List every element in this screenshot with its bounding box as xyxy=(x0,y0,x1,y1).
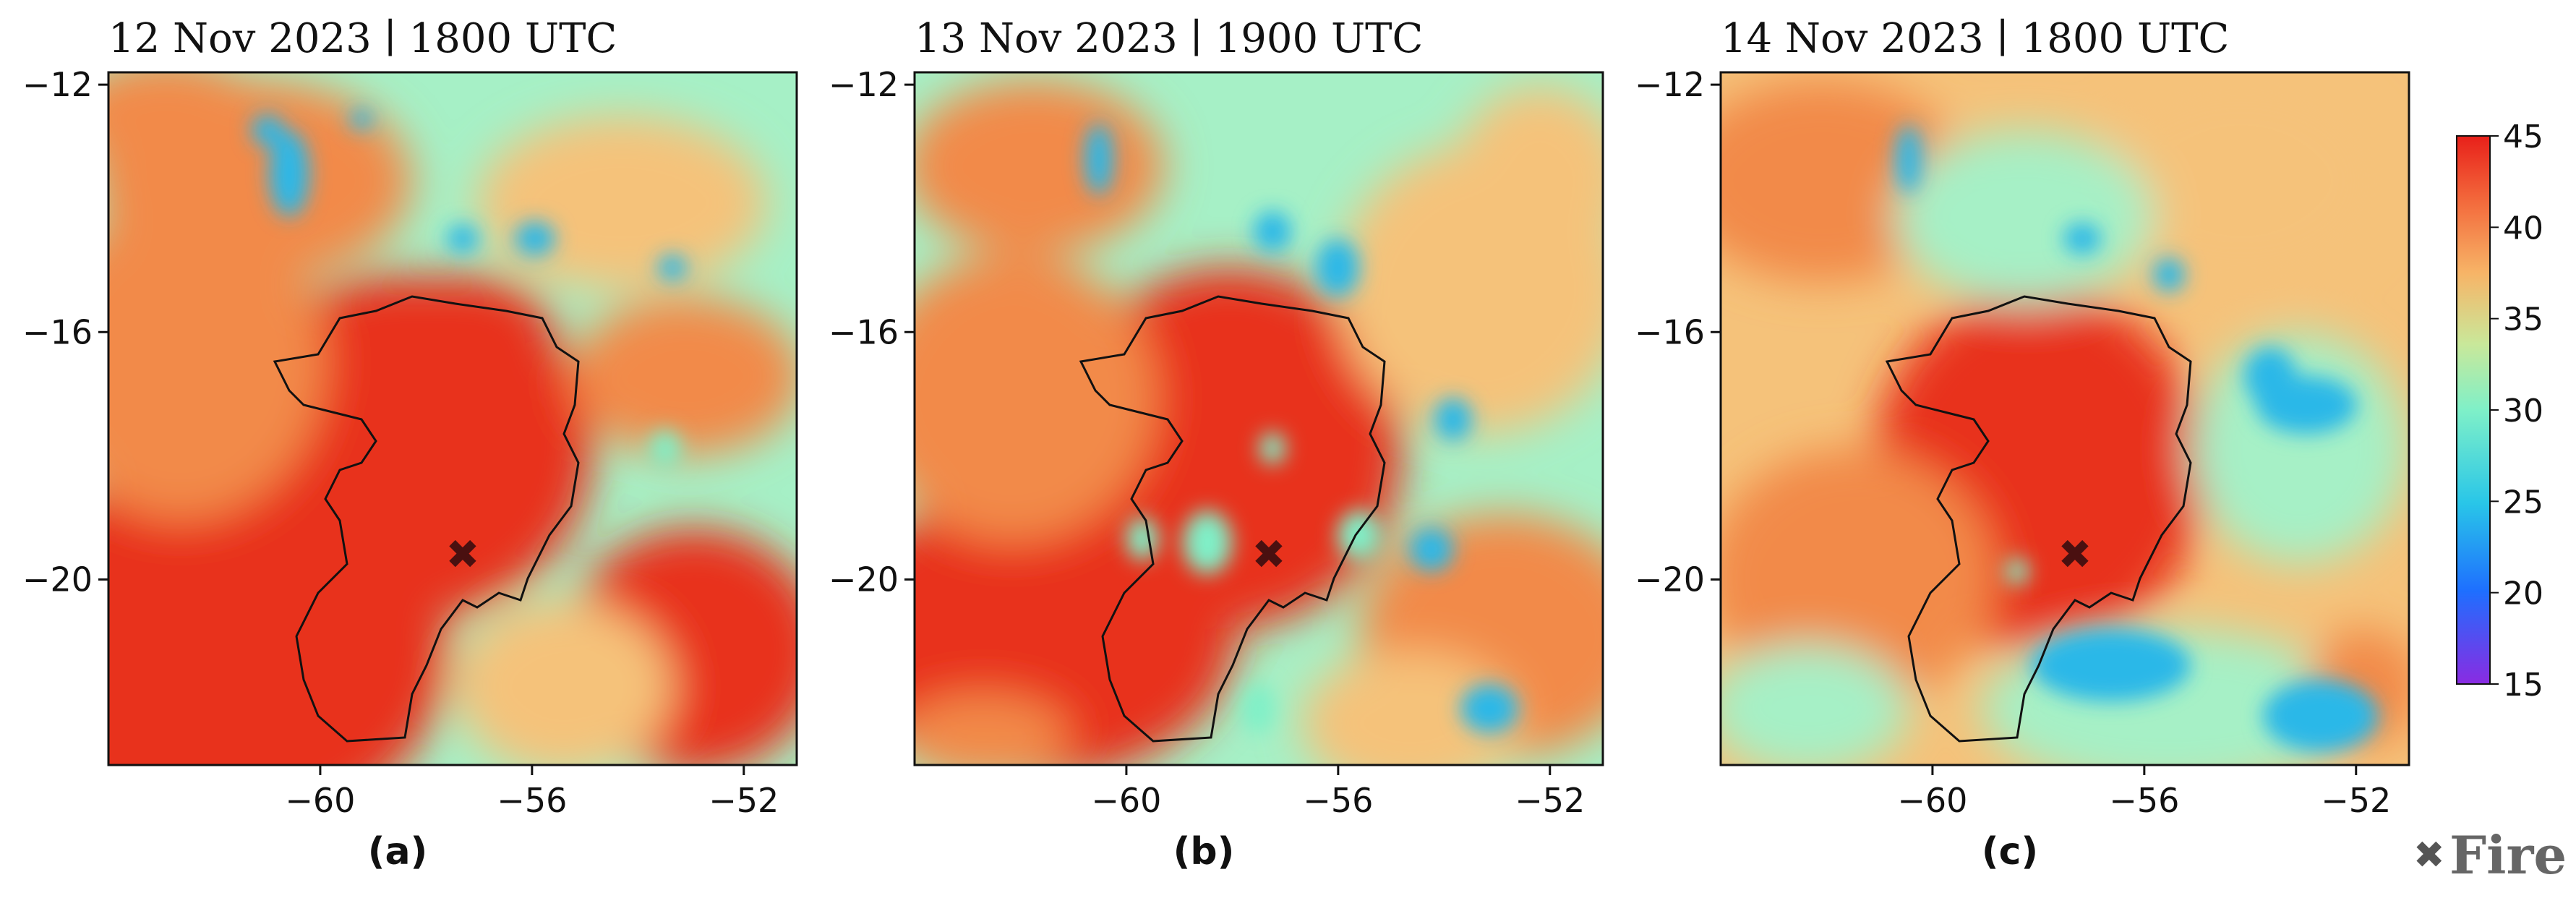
panel-a-ytick-label: −20 xyxy=(22,560,93,599)
panel-b-title: 13 Nov 2023 ∣ 1900 UTC xyxy=(915,15,1423,62)
panel-a-frame xyxy=(107,71,798,766)
colorbar-gradient xyxy=(2456,135,2491,685)
panel-a: 12 Nov 2023 ∣ 1800 UTC xyxy=(22,15,798,873)
panel-b-temperature-field xyxy=(915,72,1603,765)
panel-b-xtick-label: −52 xyxy=(1515,781,1585,820)
panel-a-temperature-field xyxy=(108,72,797,765)
panel-c-xtick-label: −52 xyxy=(2321,781,2391,820)
panel-a-ytick-label: −12 xyxy=(22,65,93,104)
panel-c-xtick-label: −60 xyxy=(1897,781,1967,820)
colorbar-tick-label: 45 xyxy=(2503,119,2543,155)
panel-c-label: (c) xyxy=(1982,830,2038,873)
colorbar: 45 40 35 30 25 20 15 xyxy=(2456,119,2543,704)
panel-a-ytick-label: −16 xyxy=(22,312,93,351)
panel-c-title: 14 Nov 2023 ∣ 1800 UTC xyxy=(1721,15,2229,62)
colorbar-tick-label: 40 xyxy=(2503,210,2543,247)
colorbar-tick-label: 15 xyxy=(2503,667,2543,704)
panel-b-ytick-label: −20 xyxy=(829,560,899,599)
panel-a-label: (a) xyxy=(368,830,428,873)
panel-b-axes: −60 −56 −52 −12 −16 −20 xyxy=(829,65,1585,820)
panel-c-xtick-label: −56 xyxy=(2109,781,2179,820)
colorbar-tick-label: 25 xyxy=(2503,484,2543,521)
panel-b-label: (b) xyxy=(1173,830,1235,873)
panel-c-axes: −60 −56 −52 −12 −16 −20 xyxy=(1635,65,2391,820)
panel-b-ytick-label: −12 xyxy=(829,65,899,104)
panel-a-xtick-label: −56 xyxy=(497,781,567,820)
colorbar-ticks: 45 40 35 30 25 20 15 xyxy=(2490,119,2543,704)
panel-a-fire-marker: ✖ xyxy=(446,531,480,578)
legend-fire-label: Fire xyxy=(2449,824,2567,886)
panel-b-fire-marker: ✖ xyxy=(1252,531,1286,578)
legend: ✖ Fire xyxy=(2413,824,2567,886)
panel-c-fire-marker: ✖ xyxy=(2058,531,2092,578)
panel-b: 13 Nov 2023 ∣ 1900 UTC xyxy=(829,15,1604,873)
panel-c-ytick-label: −12 xyxy=(1635,65,1705,104)
panel-c-frame xyxy=(1719,71,2410,766)
panel-c-region-outline xyxy=(1885,295,2192,743)
panel-b-xtick-label: −56 xyxy=(1303,781,1373,820)
panel-a-title: 12 Nov 2023 ∣ 1800 UTC xyxy=(108,15,617,62)
legend-fire-icon: ✖ xyxy=(2413,834,2445,877)
panel-b-region-outline xyxy=(1079,295,1386,743)
colorbar-tick-label: 20 xyxy=(2503,576,2543,612)
panel-b-ytick-label: −16 xyxy=(829,312,899,351)
panel-b-frame xyxy=(913,71,1604,766)
panel-c: 14 Nov 2023 ∣ 1800 UTC xyxy=(1635,15,2410,873)
panel-a-region-outline xyxy=(273,295,580,743)
panel-c-ytick-label: −20 xyxy=(1635,560,1705,599)
colorbar-tick-label: 30 xyxy=(2503,393,2543,430)
panel-c-temperature-field xyxy=(1721,72,2409,765)
panel-a-xtick-label: −52 xyxy=(709,781,779,820)
panel-c-ytick-label: −16 xyxy=(1635,312,1705,351)
colorbar-tick-label: 35 xyxy=(2503,302,2543,338)
panel-b-xtick-label: −60 xyxy=(1091,781,1161,820)
panel-a-xtick-label: −60 xyxy=(285,781,355,820)
panel-a-axes: −60 −56 −52 −12 −16 −20 xyxy=(22,65,779,820)
